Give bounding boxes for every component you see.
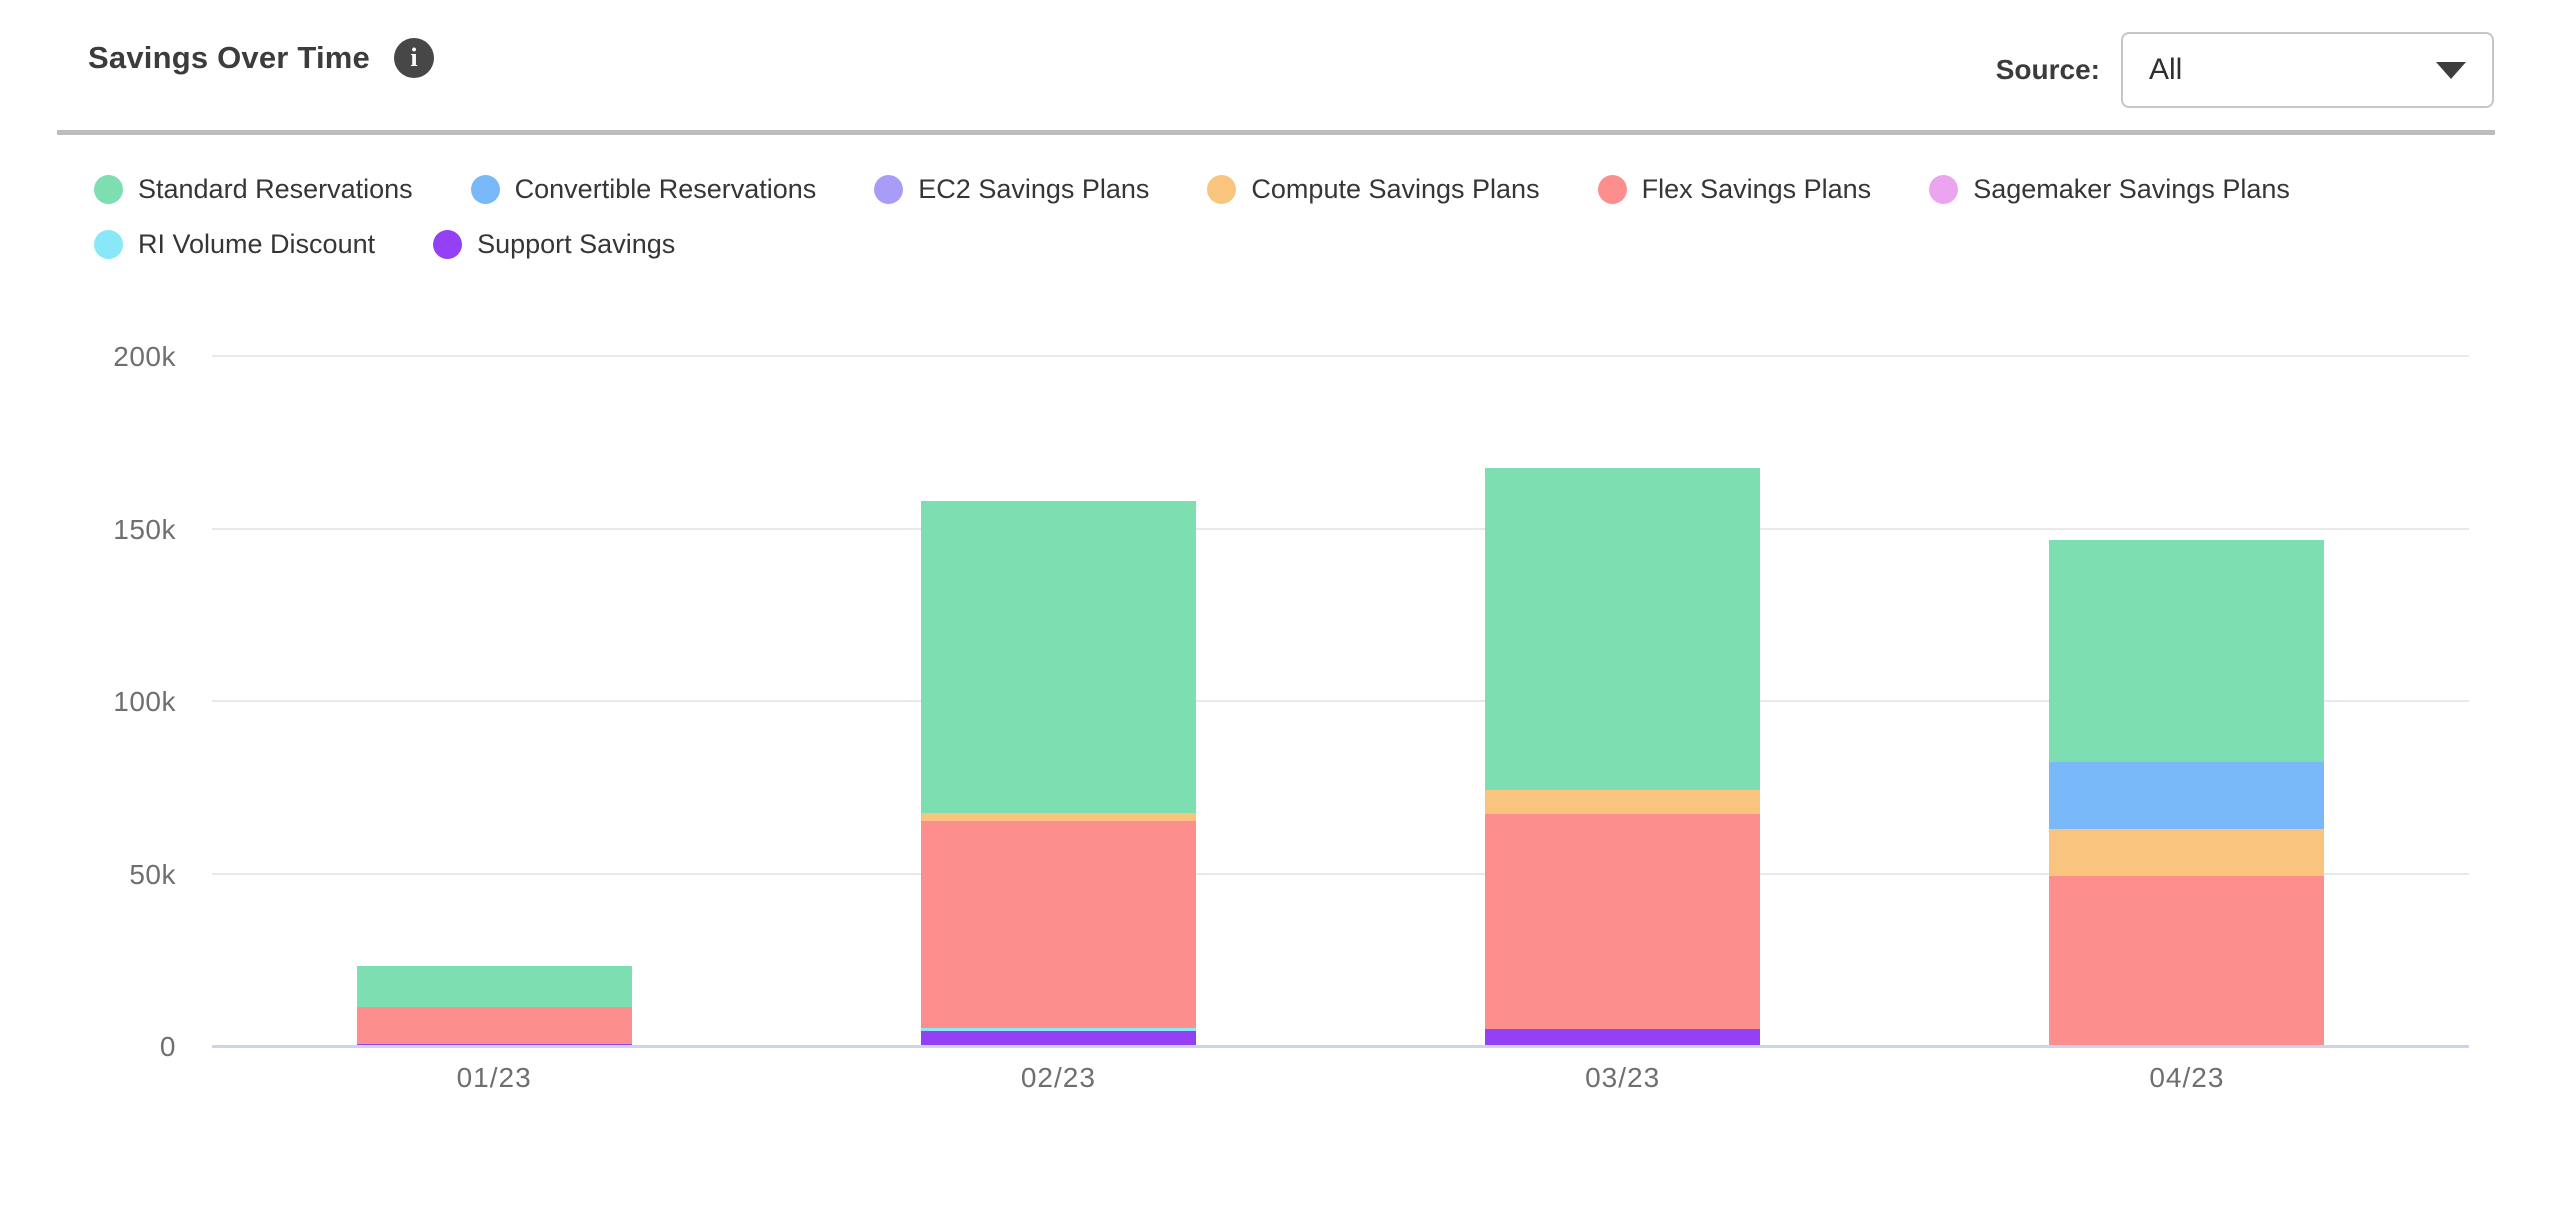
x-axis: 01/23 02/23 03/23 04/23 — [212, 1062, 2469, 1094]
bar-segment-standard-reservations[interactable] — [356, 965, 632, 1008]
bar-segment-flex-savings-plans[interactable] — [920, 821, 1196, 1029]
legend-item-flex-savings-plans[interactable]: Flex Savings Plans — [1597, 174, 1872, 205]
source-select[interactable]: All — [2121, 32, 2494, 108]
legend-item-compute-savings-plans[interactable]: Compute Savings Plans — [1207, 174, 1540, 205]
bar-segment-compute-savings-plans[interactable] — [2049, 828, 2325, 876]
gridline — [212, 355, 2469, 357]
x-axis-line — [212, 1045, 2469, 1048]
legend-swatch — [94, 175, 123, 204]
bar-segment-flex-savings-plans[interactable] — [356, 1007, 632, 1044]
legend-item-sagemaker-savings-plans[interactable]: Sagemaker Savings Plans — [1929, 174, 2290, 205]
bar-column-03-23 — [1341, 357, 1905, 1047]
x-axis-label: 02/23 — [1020, 1062, 1096, 1093]
bar-column-01-23 — [212, 357, 776, 1047]
legend-label: RI Volume Discount — [138, 229, 376, 259]
bar-segment-flex-savings-plans[interactable] — [2049, 875, 2325, 1047]
chart-legend: Standard Reservations Convertible Reserva… — [94, 174, 2484, 260]
gridline — [212, 527, 2469, 530]
bar-columns — [212, 357, 2469, 1047]
stacked-bar-04-23 — [2049, 539, 2325, 1047]
y-axis-label: 0 — [159, 1031, 176, 1062]
legend-swatch — [874, 175, 904, 204]
bar-column-02-23 — [776, 357, 1340, 1047]
info-icon[interactable]: i — [393, 38, 434, 78]
bar-segment-convertible-reservations[interactable] — [2049, 762, 2325, 829]
chevron-down-icon — [2436, 61, 2466, 79]
legend-label: Support Savings — [477, 229, 676, 259]
legend-label: Standard Reservations — [138, 174, 413, 204]
gridline — [212, 872, 2469, 875]
legend-label: Convertible Reservations — [514, 174, 817, 204]
stacked-bar-plot — [212, 355, 2469, 1048]
legend-swatch — [1929, 175, 1959, 204]
bar-segment-support-savings[interactable] — [1485, 1028, 1761, 1047]
bar-segment-standard-reservations[interactable] — [2049, 539, 2325, 763]
bar-segment-support-savings[interactable] — [920, 1031, 1196, 1047]
legend-item-convertible-reservations[interactable]: Convertible Reservations — [470, 174, 817, 205]
bar-segment-standard-reservations[interactable] — [920, 501, 1196, 814]
bar-segment-standard-reservations[interactable] — [1485, 468, 1761, 791]
legend-label: Compute Savings Plans — [1251, 174, 1540, 204]
page-title: Savings Over Time — [88, 40, 370, 75]
legend-item-support-savings[interactable]: Support Savings — [433, 229, 675, 260]
bar-column-04-23 — [1905, 357, 2469, 1047]
source-label: Source: — [1995, 54, 2100, 85]
x-axis-label: 03/23 — [1585, 1062, 1661, 1093]
bar-segment-ri-volume-discount[interactable] — [920, 1028, 1196, 1032]
gridline — [212, 700, 2469, 702]
stacked-bar-03-23 — [1485, 468, 1761, 1047]
info-icon-glyph: i — [410, 43, 418, 72]
bar-segment-compute-savings-plans[interactable] — [920, 813, 1196, 822]
header-divider — [57, 130, 2495, 135]
legend-label: Sagemaker Savings Plans — [1973, 174, 2290, 204]
legend-label: Flex Savings Plans — [1641, 174, 1872, 204]
legend-swatch — [470, 175, 500, 204]
y-axis-label: 200k — [113, 341, 176, 372]
source-select-value: All — [2149, 53, 2183, 86]
x-axis-label: 01/23 — [456, 1062, 532, 1093]
legend-item-ri-volume-discount[interactable]: RI Volume Discount — [94, 229, 375, 260]
x-axis-label: 04/23 — [2149, 1062, 2225, 1093]
legend-item-ec2-savings-plans[interactable]: EC2 Savings Plans — [874, 174, 1149, 205]
y-axis-label: 50k — [129, 858, 176, 890]
legend-item-standard-reservations[interactable]: Standard Reservations — [94, 174, 413, 205]
bar-segment-flex-savings-plans[interactable] — [1485, 813, 1761, 1029]
legend-swatch — [94, 230, 123, 259]
stacked-bar-01-23 — [356, 965, 632, 1047]
bar-segment-compute-savings-plans[interactable] — [1485, 790, 1761, 814]
legend-swatch — [1207, 175, 1237, 204]
y-axis-label: 100k — [113, 686, 176, 717]
legend-swatch — [433, 230, 463, 259]
legend-swatch — [1597, 175, 1627, 204]
legend-label: EC2 Savings Plans — [918, 174, 1150, 204]
y-axis-label: 150k — [113, 513, 176, 545]
y-axis: 0 50k 100k 150k 200k — [0, 341, 176, 1062]
stacked-bar-02-23 — [920, 501, 1196, 1047]
